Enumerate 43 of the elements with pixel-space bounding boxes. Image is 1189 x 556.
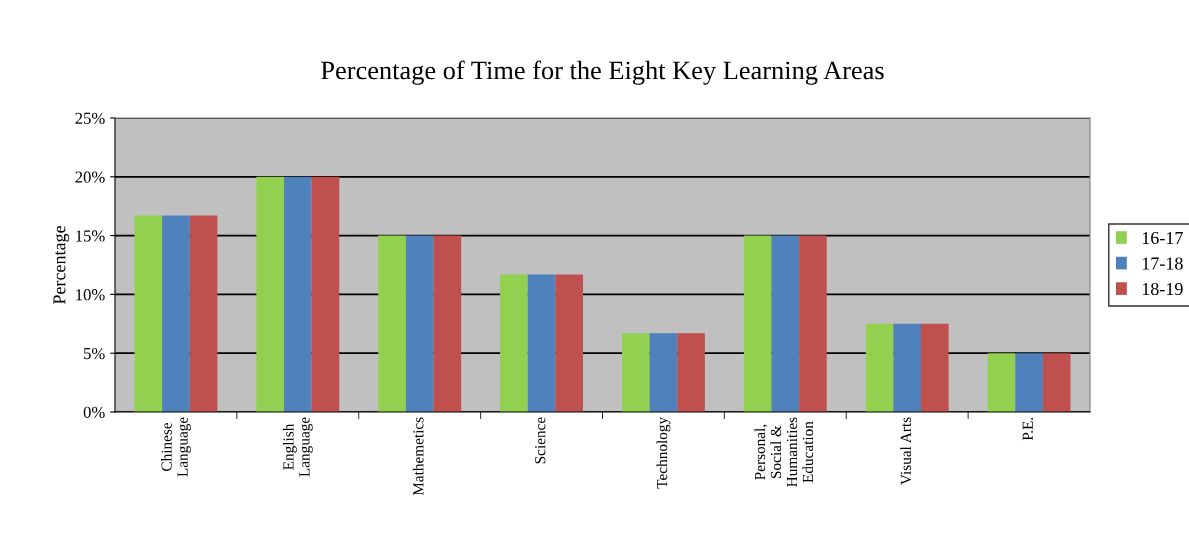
x-tick-label: Personal, Social & Humanities Education: [754, 417, 814, 487]
bar: [649, 333, 678, 412]
x-tick-label: Mathemetics: [412, 417, 424, 496]
y-tick-label: 25%: [75, 112, 105, 124]
bar: [256, 176, 284, 412]
bar: [622, 333, 650, 412]
chart-title: Percentage of Time for the Eight Key Learning Areas: [321, 60, 884, 85]
bar: [799, 235, 827, 412]
bar: [555, 274, 583, 412]
bar: [433, 235, 462, 412]
x-tick-label: Visual Arts: [900, 417, 912, 485]
bar: [1015, 353, 1043, 412]
bar: [284, 176, 312, 412]
x-tick-label: Science: [535, 417, 546, 464]
y-tick-label: 10%: [76, 289, 105, 301]
x-tick-label: Chinese Language: [161, 417, 191, 477]
bar: [921, 323, 949, 412]
bar: [405, 235, 434, 412]
x-tick-label: English Language: [282, 417, 313, 477]
x-tick-label: P.E.: [1022, 417, 1033, 441]
bar: [677, 333, 705, 412]
bar: [893, 323, 921, 412]
bar: [1042, 353, 1071, 412]
legend-label: 18-19: [1142, 282, 1183, 296]
y-tick-label: 20%: [75, 171, 105, 183]
bar: [134, 215, 163, 412]
y-tick-label: 15%: [76, 230, 105, 242]
bar: [500, 274, 528, 412]
bar: [378, 235, 406, 412]
y-axis-title: Percentage: [53, 226, 70, 305]
bar: [865, 323, 894, 412]
legend-label: 17-18: [1142, 257, 1183, 270]
bar: [987, 353, 1016, 412]
y-tick-label: 0%: [83, 406, 105, 418]
bar: [311, 176, 340, 412]
bar: [162, 215, 190, 412]
legend-label: 16-17: [1142, 231, 1183, 245]
bar: [527, 274, 556, 412]
y-tick-label: 5%: [84, 347, 105, 360]
bar: [743, 235, 772, 412]
bar: [771, 235, 800, 412]
bar: [189, 215, 218, 412]
x-tick-label: Technology: [656, 416, 671, 489]
